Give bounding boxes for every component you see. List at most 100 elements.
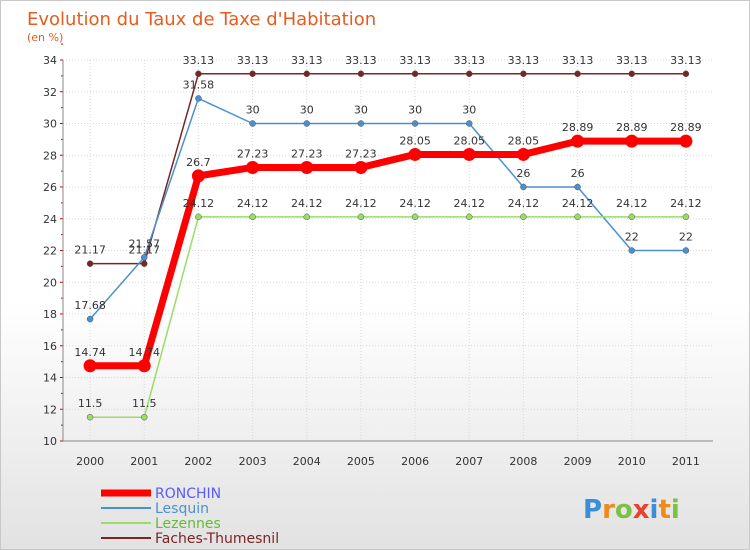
data-label-ronchin: 14.74	[74, 346, 106, 359]
point-lezennes	[682, 213, 690, 221]
x-tick-label: 2005	[347, 455, 375, 468]
y-tick-label: 22	[43, 245, 57, 258]
y-tick-label: 32	[43, 86, 57, 99]
data-label-lezennes: 24.12	[562, 197, 594, 210]
point-lezennes	[411, 213, 419, 221]
point-lesquin	[141, 254, 148, 261]
data-label-lesquin: 17.68	[74, 299, 106, 312]
data-label-faches-thumesnil: 33.13	[562, 54, 594, 67]
point-ronchin	[83, 359, 97, 373]
point-lesquin	[520, 183, 527, 191]
point-lezennes	[357, 213, 365, 221]
x-tick-label: 2008	[509, 455, 537, 468]
data-label-lesquin: 30	[300, 104, 314, 117]
point-faches-thumesnil	[86, 260, 94, 267]
point-lezennes	[466, 213, 473, 221]
data-label-lezennes: 24.12	[508, 197, 540, 210]
x-tick-label: 2002	[184, 455, 212, 468]
point-lezennes	[195, 213, 202, 221]
brand-letter: i	[671, 495, 680, 525]
point-ronchin	[137, 359, 151, 373]
data-label-lezennes: 24.12	[291, 197, 323, 210]
point-lesquin	[86, 315, 94, 323]
data-label-ronchin: 28.89	[616, 121, 648, 134]
data-label-faches-thumesnil: 33.13	[237, 54, 269, 67]
point-faches-thumesnil	[682, 70, 690, 78]
data-label-lezennes: 24.12	[616, 197, 648, 210]
x-tick-label: 2004	[293, 455, 321, 468]
y-tick-label: 26	[43, 181, 57, 194]
legend-label-faches-thumesnil: Faches-Thumesnil	[155, 531, 279, 547]
point-lesquin	[411, 120, 419, 127]
y-tick-label: 28	[43, 149, 57, 162]
data-label-lezennes: 24.12	[454, 197, 486, 210]
brand-logo: Proxiti	[583, 495, 680, 525]
y-tick-label: 20	[43, 276, 57, 289]
data-label-lesquin: 26	[516, 167, 530, 180]
point-ronchin	[462, 147, 476, 161]
point-faches-thumesnil	[520, 70, 527, 78]
y-tick-label: 24	[43, 213, 57, 226]
point-ronchin	[191, 169, 205, 183]
point-ronchin	[571, 134, 585, 148]
data-label-lesquin: 31.58	[183, 78, 215, 91]
point-lezennes	[628, 213, 635, 221]
data-label-ronchin: 14.74	[129, 346, 161, 359]
series-line-ronchin	[90, 137, 686, 370]
legend-label-ronchin: RONCHIN	[155, 486, 221, 502]
data-labels: 14.74 14.74 26.7 27.23 27.23 27.23 28.05 28.05 2…	[74, 54, 701, 410]
data-label-ronchin: 27.23	[345, 147, 377, 160]
x-tick-label: 2001	[130, 455, 158, 468]
point-faches-thumesnil	[303, 70, 310, 78]
point-lesquin	[628, 247, 635, 254]
data-label-faches-thumesnil: 33.13	[345, 54, 377, 67]
data-label-ronchin: 28.89	[562, 121, 594, 134]
series-line-lezennes	[90, 216, 686, 418]
point-lezennes	[303, 213, 310, 221]
grid	[63, 59, 713, 442]
brand-letter: P	[583, 495, 602, 525]
chart-subtitle: (en %)	[27, 31, 63, 44]
point-lesquin	[195, 95, 202, 102]
y-tick-label: 18	[43, 308, 57, 321]
y-tick-label: 16	[43, 340, 57, 353]
data-label-lezennes: 11.5	[132, 397, 157, 410]
x-tick-label: 2011	[672, 455, 700, 468]
point-faches-thumesnil	[195, 70, 202, 78]
point-lezennes	[86, 413, 94, 421]
point-ronchin	[516, 147, 530, 161]
x-tick-label: 2000	[76, 455, 104, 468]
data-label-lesquin: 22	[679, 231, 693, 244]
data-label-lezennes: 24.12	[670, 197, 702, 210]
axes: 10 12 14 16 18 20 22 24 26 28 30 32 34 2000 2001 2002 20…	[43, 43, 713, 468]
data-label-lezennes: 24.12	[345, 197, 377, 210]
data-label-ronchin: 27.23	[237, 147, 269, 160]
data-label-lesquin: 30	[408, 104, 422, 117]
x-tick-label: 2007	[455, 455, 483, 468]
data-label-lesquin: 21.57	[129, 237, 161, 250]
data-label-ronchin: 28.05	[508, 134, 540, 147]
y-tick-label: 10	[43, 435, 57, 448]
data-label-lezennes: 11.5	[78, 397, 103, 410]
legend-label-lezennes: Lezennes	[155, 516, 221, 532]
point-lesquin	[682, 247, 690, 254]
point-lesquin	[303, 120, 310, 127]
data-label-faches-thumesnil: 33.13	[616, 54, 648, 67]
point-faches-thumesnil	[628, 70, 635, 78]
data-label-lesquin: 30	[246, 104, 260, 117]
data-label-lesquin: 26	[571, 167, 585, 180]
data-label-lezennes: 24.12	[399, 197, 431, 210]
point-lesquin	[357, 120, 365, 127]
point-ronchin	[354, 160, 368, 174]
point-faches-thumesnil	[574, 70, 581, 78]
point-ronchin	[246, 160, 260, 174]
series-line-lesquin	[89, 97, 686, 320]
brand-letter: i	[650, 495, 659, 525]
point-lezennes	[141, 413, 148, 421]
data-label-faches-thumesnil: 33.13	[291, 54, 323, 67]
point-ronchin	[679, 134, 693, 148]
brand-letter: r	[602, 495, 615, 525]
data-label-lesquin: 30	[462, 104, 476, 117]
brand-letter: o	[615, 495, 633, 525]
data-label-lezennes: 24.12	[183, 197, 215, 210]
